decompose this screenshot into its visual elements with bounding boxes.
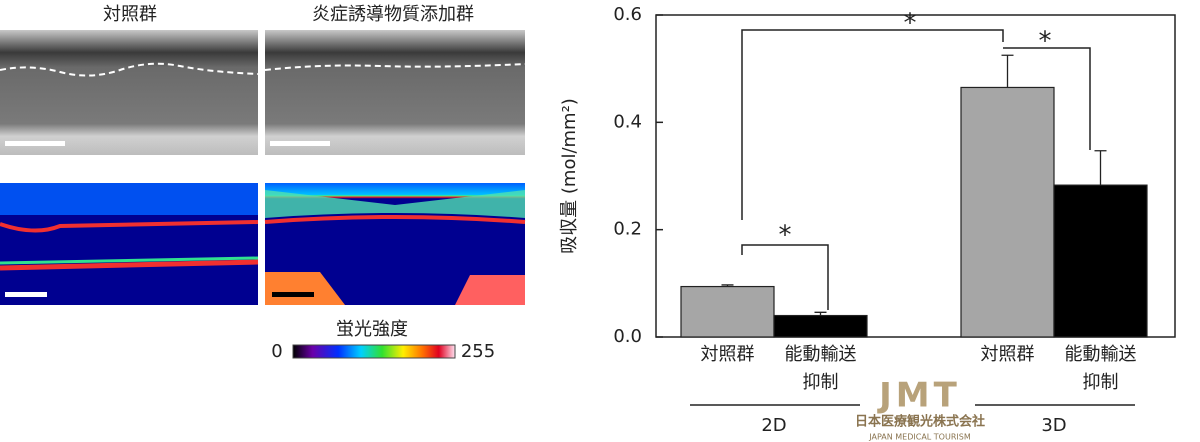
y-axis-label: 吸収量 (mol/mm²) <box>559 98 580 254</box>
bracket <box>741 244 829 310</box>
plot-frame <box>655 14 1176 338</box>
error-bar <box>1001 54 1014 88</box>
watermark-name: 日本医療観光株式会社 <box>855 414 985 430</box>
bar-label: 能動輸送抑制 <box>784 344 857 393</box>
bar <box>1053 184 1148 338</box>
y-tick-label: 0.2 <box>613 219 642 240</box>
heatmap-edge <box>264 215 526 224</box>
y-tick-label: 0.6 <box>613 4 642 25</box>
significance-brackets <box>741 29 1091 310</box>
dashed-boundary <box>264 63 526 71</box>
watermark-logo: JMT <box>877 376 961 416</box>
bar <box>680 285 775 338</box>
scale-bar <box>272 292 314 297</box>
y-tick-label: 0.0 <box>613 326 642 347</box>
micrographs: 対照群 炎症誘導物質添加群 蛍光強度 0 255 <box>0 4 526 362</box>
bracket <box>741 29 1004 220</box>
heatmap-band <box>0 183 258 215</box>
colorbar <box>292 344 456 359</box>
colorbar-max: 255 <box>461 341 495 362</box>
group-label: 2D <box>761 415 786 436</box>
error-bar <box>721 284 734 287</box>
error-bar <box>814 311 827 316</box>
colorbar-title: 蛍光強度 <box>336 319 408 340</box>
column-title: 対照群 <box>103 4 157 25</box>
scale-bar <box>270 141 330 146</box>
bar <box>773 314 868 338</box>
y-tick-label: 0.4 <box>613 111 642 132</box>
heatmap-edge <box>455 275 525 305</box>
bar-label: 対照群 <box>980 344 1035 365</box>
heatmap-edge <box>0 256 259 265</box>
heatmap-edge <box>0 259 259 271</box>
column-title: 炎症誘導物質添加群 <box>312 4 474 25</box>
micrograph <box>0 30 258 155</box>
bracket <box>1003 47 1091 150</box>
group-label: 3D <box>1041 415 1066 436</box>
scale-bar <box>5 141 65 146</box>
error-bar <box>1094 150 1107 186</box>
bar-label: 対照群 <box>700 344 755 365</box>
watermark-subtitle: JAPAN MEDICAL TOURISM <box>868 433 971 442</box>
significance-mark: * <box>904 9 917 39</box>
dashed-boundary <box>0 62 259 77</box>
micrograph <box>265 30 525 155</box>
heatmap-band <box>265 190 525 218</box>
significance-mark: * <box>1039 27 1052 57</box>
heatmap-edge <box>0 220 259 233</box>
significance-mark: * <box>779 221 792 251</box>
colorbar-min: 0 <box>271 341 282 362</box>
bar-label: 能動輸送抑制 <box>1064 344 1137 393</box>
scale-bar <box>5 292 47 297</box>
bar <box>960 86 1055 338</box>
